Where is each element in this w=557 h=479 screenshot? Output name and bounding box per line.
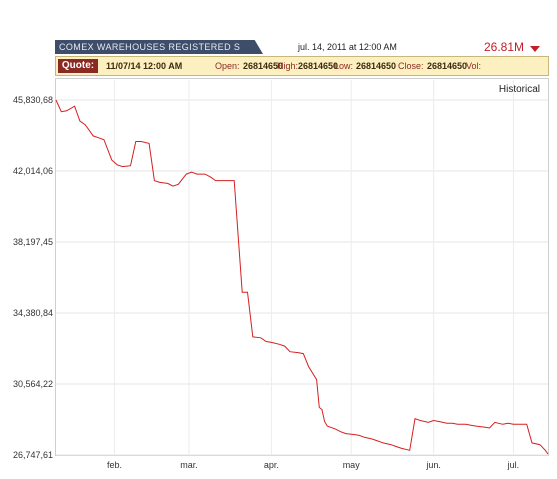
chart-title-tab[interactable]: COMEX WAREHOUSES REGISTERED S (55, 40, 263, 54)
historical-label[interactable]: Historical (498, 84, 540, 95)
grid-lines (56, 80, 548, 456)
close-value: 26814650 (427, 61, 468, 71)
x-tick-label: jul. (507, 460, 520, 470)
open-label: Open: (215, 61, 240, 71)
x-tick-label: apr. (264, 460, 279, 470)
series-line (55, 99, 549, 455)
x-tick-label: feb. (107, 460, 122, 470)
y-tick-label: 45,830,68 (13, 95, 53, 105)
vol-label: Vol: (466, 61, 482, 71)
quote-date: jul. 14, 2011 at 12:00 AM (298, 42, 397, 52)
open-value: 26814650 (243, 61, 284, 71)
y-tick-label: 34,380,84 (13, 308, 53, 318)
y-tick-label: 30,564,22 (13, 379, 53, 389)
high-label: High: (277, 61, 299, 71)
x-tick-label: mar. (180, 460, 198, 470)
x-tick-label: may (343, 460, 361, 470)
y-tick-label: 26,747,61 (13, 450, 53, 460)
quote-badge: Quote: (58, 59, 98, 73)
chart-title: COMEX WAREHOUSES REGISTERED S (59, 42, 241, 52)
high-value: 26814650 (298, 61, 339, 71)
x-tick-label: jun. (425, 460, 441, 470)
close-label: Close: (398, 61, 424, 71)
x-axis-ticks: feb. mar. apr. may jun. jul. (107, 460, 519, 470)
y-axis-ticks: 45,830,68 42,014,06 38,197,45 34,380,84 30,5… (13, 95, 53, 460)
y-tick-label: 42,014,06 (13, 166, 53, 176)
down-arrow-icon (530, 46, 540, 52)
y-tick-label: 38,197,45 (13, 237, 53, 247)
last-value: 26.81M (484, 40, 525, 54)
quote-bar: Quote: 11/07/14 12:00 AM Open: 26814650 … (55, 56, 549, 76)
quote-time: 11/07/14 12:00 AM (106, 61, 183, 71)
low-value: 26814650 (356, 61, 397, 71)
low-label: Low: (334, 61, 354, 71)
